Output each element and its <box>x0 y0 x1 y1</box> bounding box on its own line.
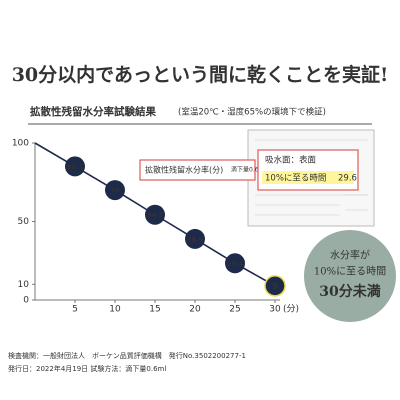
inset-legend: 拡散性残留水分率(分) <box>145 165 223 175</box>
y-tick-label: 0 <box>23 296 29 306</box>
point-label: 38.9 <box>187 235 204 243</box>
footer: 検査機関：一般財団法人 ボーケン品質評価機構 発行No.3502200277-1 <box>8 351 246 360</box>
badge-line: 30分未満 <box>319 283 380 300</box>
x-tick-label: 30 <box>269 305 281 315</box>
chart-title: 30分以内であっという間に乾くことを実証! <box>12 63 389 86</box>
document-lines <box>255 139 368 216</box>
x-tick-label: 5 <box>72 305 78 315</box>
x-tick-label: 15 <box>149 305 160 315</box>
point <box>185 228 205 249</box>
point <box>264 275 286 297</box>
badge <box>304 230 396 322</box>
point-label: 54.3 <box>147 211 163 219</box>
y-tick-label: 50 <box>18 217 30 227</box>
point-label: 9 <box>272 282 278 292</box>
inset-time-value: 29.6 <box>338 174 357 184</box>
y-tick-label: 100 <box>12 139 29 149</box>
badge-line: 水分率が <box>330 249 370 262</box>
point-label: 85.1 <box>67 163 84 171</box>
point <box>65 156 85 177</box>
badge-line: 10%に至る時間 <box>314 266 386 278</box>
x-axis-label: (分) <box>283 304 299 315</box>
x-tick-label: 20 <box>189 305 201 315</box>
subtitle: 拡散性残留水分率試験結果 <box>30 105 156 118</box>
x-tick-label: 25 <box>229 305 240 315</box>
inset-time-label: 10%に至る時間 <box>265 174 326 184</box>
point-label: 23.4 <box>227 260 244 268</box>
highlight <box>262 171 354 184</box>
point <box>145 204 165 225</box>
inset-drop: 滴下量0.6mL <box>231 166 268 174</box>
point-label: 70 <box>110 187 120 195</box>
y-tick-label: 10 <box>18 280 30 290</box>
inset-surface: 吸水面：表面 <box>265 155 317 166</box>
subtitle-note: (室温20℃・湿度65%の環境下で検証) <box>178 107 326 118</box>
point <box>225 253 245 274</box>
x-tick-label: 10 <box>109 305 121 315</box>
inset-legend-box <box>139 159 256 181</box>
point <box>105 180 125 201</box>
footer: 発行日：2022年4月19日 試験方法：滴下量0.6ml <box>8 364 166 373</box>
